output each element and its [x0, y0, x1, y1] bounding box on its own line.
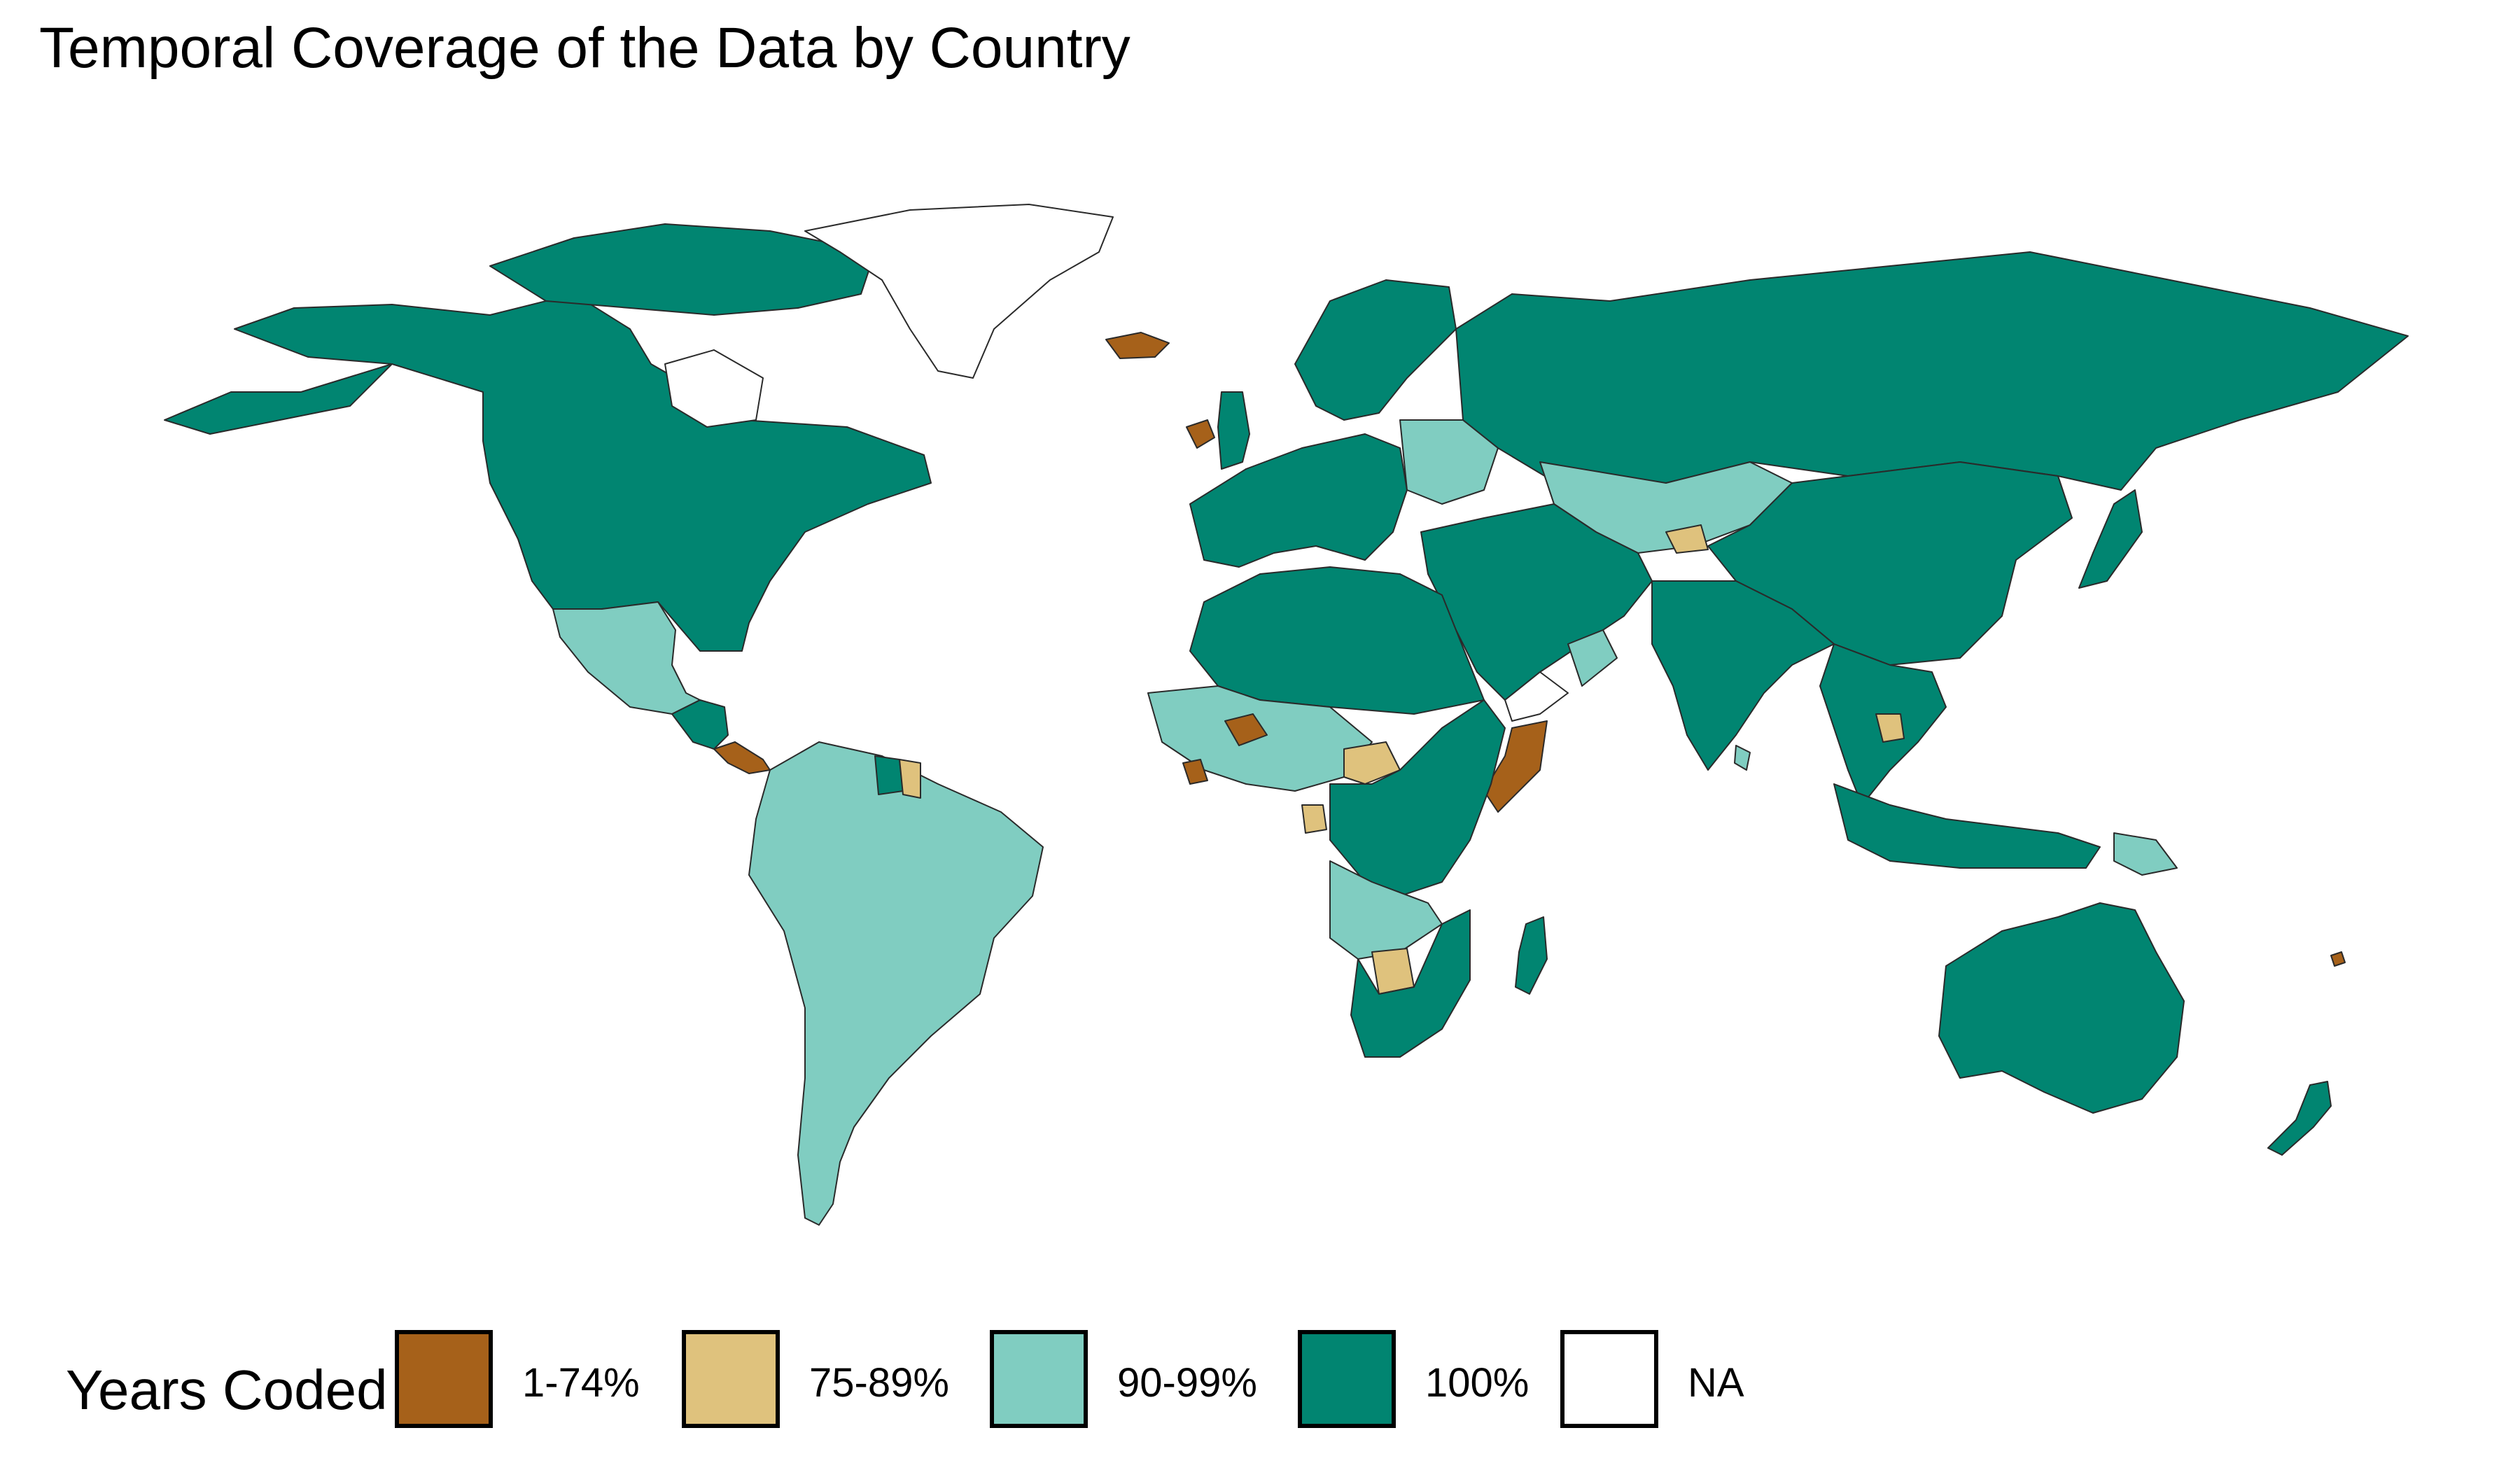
legend-label-1-74: 1-74% — [522, 1360, 640, 1406]
region-southern-africa — [1350, 909, 1471, 1058]
region-iceland — [1105, 332, 1170, 359]
region-greenland — [804, 204, 1114, 379]
region-guyana — [874, 755, 904, 795]
region-great-britain — [1217, 391, 1250, 470]
region-papua-new-guinea — [2113, 832, 2178, 876]
map-title: Temporal Coverage of the Data by Country — [39, 16, 1130, 80]
region-alaska — [164, 363, 393, 435]
region-sri-lanka — [1734, 745, 1751, 771]
region-madagascar — [1515, 916, 1548, 995]
region-tajikistan — [1665, 524, 1709, 554]
region-central-america — [671, 699, 729, 750]
region-indonesia — [1833, 783, 2101, 869]
region-scandinavia — [1294, 279, 1457, 421]
legend-swatch-1-74 — [395, 1330, 493, 1428]
legend-swatch-na — [1560, 1330, 1658, 1428]
region-india — [1651, 580, 1835, 771]
region-botswana — [1371, 948, 1415, 995]
region-gabon — [1301, 804, 1327, 834]
legend-label-75-89: 75-89% — [809, 1360, 949, 1406]
region-suriname — [899, 759, 921, 799]
region-central-african-republic — [1343, 741, 1401, 785]
region-somalia — [1483, 720, 1548, 813]
region-russia — [1455, 251, 2409, 491]
region-australia — [1938, 902, 2185, 1114]
region-angola-zambia — [1329, 860, 1443, 960]
region-new-zealand — [2267, 1081, 2332, 1156]
region-oman — [1567, 629, 1618, 687]
region-canadian-arctic-islands — [489, 223, 876, 316]
legend-title: Years Coded — [66, 1359, 388, 1421]
legend-label-100: 100% — [1425, 1360, 1530, 1406]
legend-swatch-100 — [1298, 1330, 1396, 1428]
legend-swatch-90-99 — [990, 1330, 1088, 1428]
region-north-america — [234, 293, 932, 652]
region-ireland — [1186, 419, 1215, 449]
region-liberia — [1182, 759, 1208, 785]
region-south-america — [748, 741, 1044, 1226]
region-burkina-faso — [1224, 713, 1268, 746]
legend-swatch-75-89 — [682, 1330, 780, 1428]
region-western-europe — [1189, 433, 1408, 568]
region-costa-rica-panama — [713, 741, 771, 774]
region-yemen — [1504, 671, 1569, 722]
legend-label-90-99: 90-99% — [1117, 1360, 1257, 1406]
region-mexico — [552, 601, 701, 715]
region-cambodia — [1875, 713, 1905, 743]
region-japan — [2078, 489, 2143, 589]
legend-label-na: NA — [1688, 1360, 1744, 1406]
region-fiji — [2330, 951, 2346, 967]
